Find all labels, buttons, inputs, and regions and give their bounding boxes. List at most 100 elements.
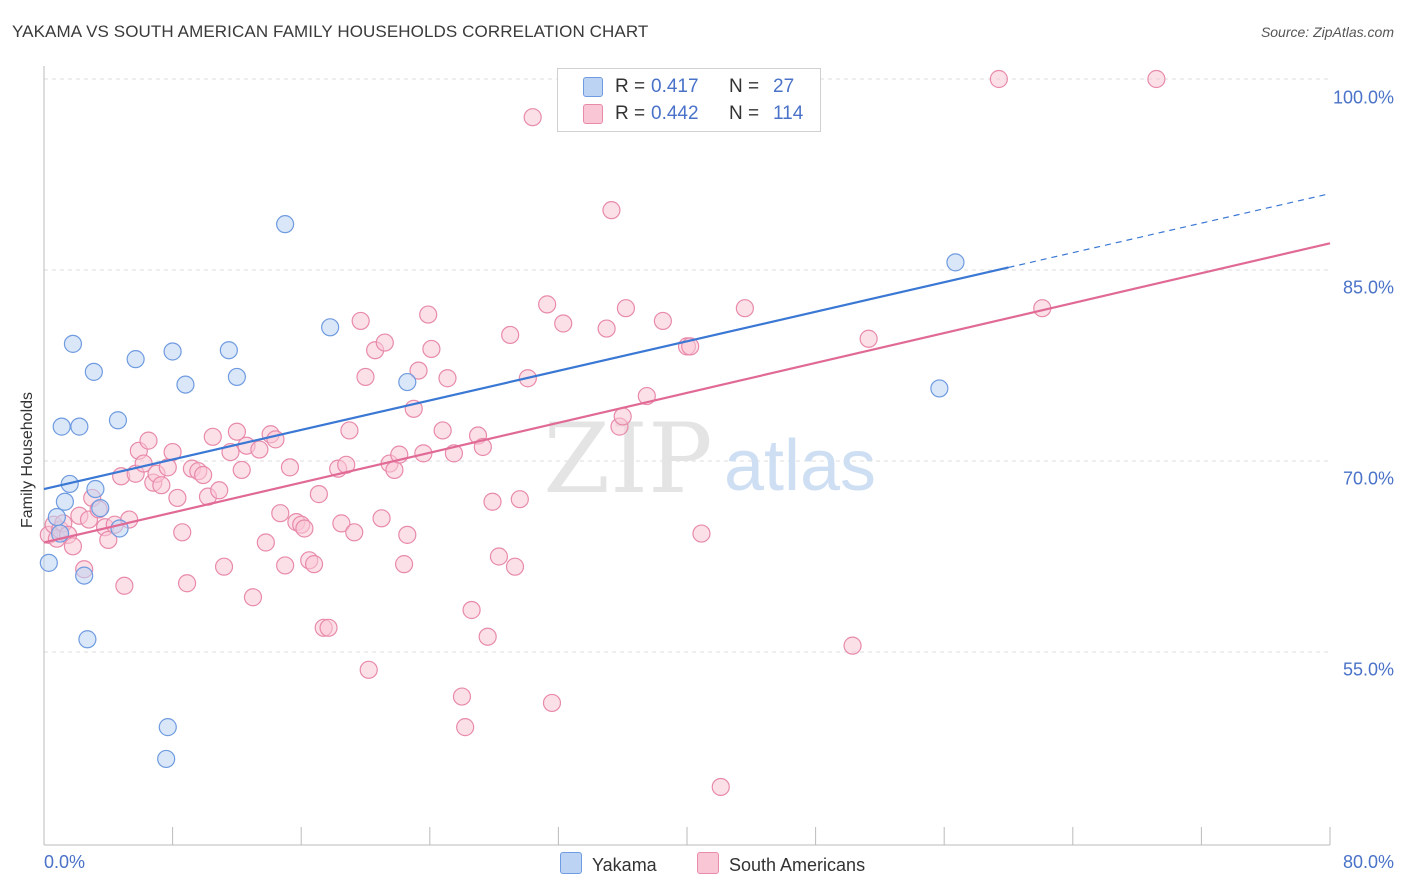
south-americans-point: [256, 533, 275, 552]
watermark: ZIP atlas: [543, 403, 876, 515]
watermark-atlas: atlas: [724, 426, 876, 506]
south-americans-point: [309, 485, 328, 504]
yakama-point: [930, 379, 949, 398]
yakama-point: [78, 630, 97, 649]
south-americans-point: [597, 319, 616, 338]
south-americans-point: [1147, 69, 1166, 89]
south-americans-point: [473, 437, 492, 457]
yakama-point: [321, 318, 340, 337]
south-americans-point: [501, 325, 520, 345]
gridlines: [44, 78, 1330, 653]
south-americans-point: [398, 525, 417, 544]
south-americans-point: [173, 523, 192, 542]
south-americans-point: [462, 600, 481, 620]
south-americans-point: [280, 458, 300, 477]
south-americans-point: [177, 574, 197, 593]
legend-n-key: N =: [729, 103, 760, 124]
south-americans-point: [351, 311, 370, 331]
south-americans-point: [505, 557, 525, 576]
south-americans-point: [456, 718, 475, 737]
south-americans-point: [271, 504, 290, 523]
yakama-point: [946, 253, 965, 272]
y-tick-label: 55.0%: [1342, 659, 1394, 680]
legend-n-value: 114: [773, 103, 804, 124]
yakama-point: [47, 507, 66, 527]
south-americans-point: [653, 311, 672, 331]
south-americans-trend-line: [43, 242, 1331, 544]
legend-r-key: R =: [615, 103, 646, 124]
yakama-swatch: [560, 852, 582, 874]
south-americans-point: [345, 523, 364, 542]
south-americans-point: [276, 556, 295, 575]
yakama-trend-extension: [1008, 193, 1331, 269]
south-americans-point: [115, 576, 134, 595]
south-americans-point: [602, 201, 621, 220]
y-tick-label: 85.0%: [1342, 277, 1394, 298]
south-americans-point: [319, 618, 338, 637]
south-americans-point: [356, 367, 375, 387]
chart-title: YAKAMA VS SOUTH AMERICAN FAMILY HOUSEHOL…: [12, 22, 649, 41]
x-tick-label: 0.0%: [44, 852, 86, 872]
south-americans-point: [433, 421, 452, 440]
south-americans-point: [483, 492, 502, 511]
south-americans-point: [613, 407, 632, 426]
south-americans-point: [419, 305, 438, 324]
south-americans-point: [554, 314, 573, 333]
south-americans-swatch: [697, 852, 719, 874]
yakama-point: [86, 479, 105, 499]
south-americans-point: [489, 547, 509, 566]
yakama-point: [75, 566, 94, 585]
south-americans-point: [214, 557, 234, 576]
yakama-point: [91, 499, 110, 518]
south-americans-point: [843, 636, 862, 655]
source-label: Source: ZipAtlas.com: [1260, 24, 1394, 40]
south-americans-point: [616, 299, 636, 318]
south-americans-point: [250, 440, 269, 459]
south-americans-point: [168, 488, 187, 508]
yakama-point: [63, 334, 83, 353]
south-americans-point: [375, 333, 394, 352]
legend-n-key: N =: [729, 76, 760, 97]
yakama-point: [158, 718, 177, 737]
south-americans-point: [337, 455, 356, 474]
south-americans-swatch: [583, 104, 603, 124]
south-americans-point: [989, 69, 1008, 89]
y-axis-label: Family Households: [19, 391, 36, 529]
yakama-point: [157, 749, 176, 769]
yakama-point: [55, 492, 74, 511]
y-tick-label: 100.0%: [1332, 87, 1394, 108]
south-americans-point: [711, 777, 730, 797]
legend-r-key: R =: [615, 76, 646, 97]
south-americans-point: [523, 108, 542, 127]
south-americans-point: [99, 530, 118, 550]
yakama-point: [163, 342, 182, 361]
yakama-point: [126, 350, 145, 369]
south-americans-point: [542, 693, 562, 713]
yakama-point: [70, 417, 89, 436]
south-americans-point: [372, 509, 391, 528]
yakama-point: [52, 417, 71, 436]
bottom-legend-yakama: Yakama: [560, 852, 657, 876]
south-americans-point: [63, 537, 83, 556]
x-tick-label: 80.0%: [1342, 852, 1394, 872]
legend-r-value: 0.442: [651, 103, 699, 124]
yakama-points: [39, 215, 965, 769]
trend-lines: [43, 193, 1331, 544]
yakama-swatch: [583, 77, 603, 97]
south-americans-point: [692, 524, 711, 543]
south-americans-point: [203, 427, 222, 446]
south-americans-point: [438, 369, 457, 388]
bottom-legend-label: South Americans: [729, 855, 866, 875]
yakama-point: [39, 553, 58, 572]
yakama-point: [176, 375, 195, 394]
south-americans-point: [538, 295, 557, 314]
south-americans-point: [735, 299, 754, 318]
south-americans-point: [385, 460, 404, 480]
south-americans-point: [232, 460, 251, 480]
south-americans-point: [478, 627, 497, 646]
yakama-point: [276, 215, 295, 234]
yakama-point: [108, 411, 128, 430]
south-americans-point: [210, 481, 229, 500]
south-americans-point: [243, 588, 263, 607]
